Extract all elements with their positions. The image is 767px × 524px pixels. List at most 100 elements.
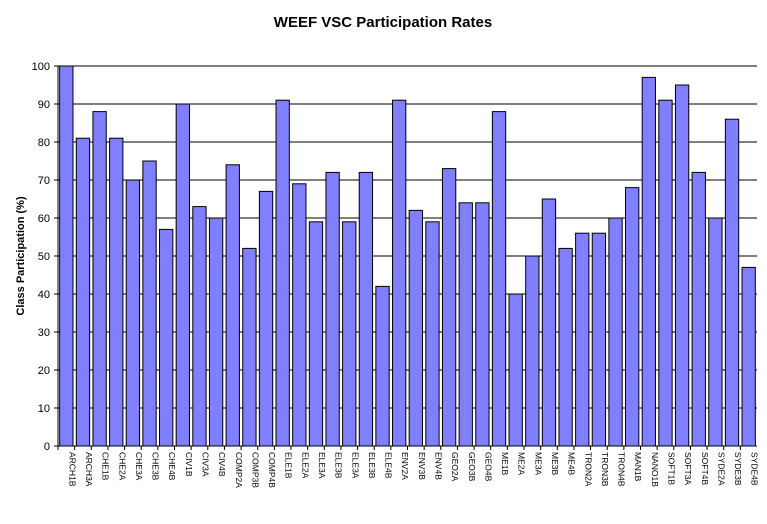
x-tick-label: ELE3A <box>350 452 360 479</box>
x-tick-label: TRON4B <box>617 452 627 487</box>
x-tick-label: ELE4B <box>384 452 394 479</box>
bar <box>508 293 523 447</box>
bar <box>558 247 573 447</box>
bar <box>441 168 457 447</box>
gridlines <box>58 65 757 447</box>
x-tick-label: SOFT1B <box>666 452 676 485</box>
x-tick-label: ELE2A <box>300 452 310 479</box>
x-tick-label: TRON2A <box>583 452 593 487</box>
x-tick-label: ENV3B <box>417 452 427 480</box>
y-axis-label: Class Participation (%) <box>15 196 27 316</box>
y-tick-label: 60 <box>38 213 50 225</box>
x-tick-label: CHE3A <box>134 452 144 481</box>
x-tick-label: CIV1B <box>184 452 194 477</box>
bar <box>308 221 324 447</box>
x-tick-label: CIV3A <box>200 452 210 477</box>
x-tick-label: COMP4B <box>267 452 277 488</box>
y-axis-ticks: 0 10 20 30 40 50 60 70 80 90 100 <box>32 61 58 453</box>
bar <box>525 255 540 447</box>
bar <box>425 221 440 447</box>
bar <box>691 171 706 447</box>
x-tick-label: COMP3B <box>250 452 260 488</box>
bar <box>92 111 107 447</box>
x-tick-label: ARCH3A <box>84 452 94 487</box>
bar <box>491 111 507 447</box>
x-tick-label: NANO1B <box>650 452 660 487</box>
x-tick-label: ELE3A <box>317 452 327 479</box>
bar <box>608 217 623 447</box>
y-tick-label: 100 <box>32 61 50 73</box>
x-tick-label: MAN1B <box>633 452 643 482</box>
bar <box>258 190 274 447</box>
x-tick-label: ELE1B <box>284 452 294 479</box>
x-tick-label: ME2A <box>517 452 527 475</box>
y-tick-label: 80 <box>38 137 50 149</box>
x-tick-label: ARCH1B <box>67 452 77 487</box>
x-tick-label: CHE4B <box>167 452 177 481</box>
bar <box>458 202 473 447</box>
bar <box>292 183 307 447</box>
y-tick-label: 0 <box>44 441 50 453</box>
bar <box>641 76 656 447</box>
bar <box>408 209 423 447</box>
bar <box>192 206 207 447</box>
x-tick-label: GEO2A <box>450 452 460 482</box>
bar <box>658 99 673 447</box>
x-tick-label: ME3B <box>550 452 560 475</box>
bar <box>125 179 141 447</box>
bar <box>392 99 407 447</box>
x-axis-labels: ARCH1B ARCH3A CHE1B CHE2A CHE3A CHE3B CHE4B CIV… <box>57 446 760 488</box>
x-tick-label: ENV4B <box>433 452 443 480</box>
bar <box>208 217 224 447</box>
bar <box>242 247 257 447</box>
x-tick-label: ELE3B <box>334 452 344 479</box>
x-tick-label: CHE1B <box>101 452 111 481</box>
bar <box>575 232 590 447</box>
bar <box>225 164 240 447</box>
x-tick-label: GEO4B <box>483 452 493 482</box>
x-tick-label: SOFT3A <box>683 452 693 485</box>
bar <box>741 266 756 447</box>
y-tick-label: 10 <box>38 403 50 415</box>
y-tick-label: 40 <box>38 289 50 301</box>
x-tick-label: ME1B <box>500 452 510 475</box>
bar <box>475 202 490 447</box>
y-tick-label: 30 <box>38 327 50 339</box>
x-tick-label: CHE2A <box>117 452 127 481</box>
y-tick-label: 90 <box>38 99 50 111</box>
bar <box>59 65 74 447</box>
x-tick-label: ELE3B <box>367 452 377 479</box>
x-tick-label: ME4B <box>567 452 577 475</box>
bar <box>674 84 690 447</box>
bar <box>375 285 390 447</box>
y-tick-label: 20 <box>38 365 50 377</box>
bar <box>75 137 91 447</box>
x-tick-label: SYDE3B <box>733 452 743 486</box>
bar <box>358 171 374 447</box>
bar <box>625 187 640 447</box>
x-tick-label: CIV4B <box>217 452 227 477</box>
bar <box>541 198 557 447</box>
bar <box>142 160 157 447</box>
bar <box>159 228 174 447</box>
bar <box>275 99 290 447</box>
bar <box>591 232 607 447</box>
bar <box>325 171 340 447</box>
bar <box>724 118 740 447</box>
bars <box>59 65 756 447</box>
y-tick-label: 50 <box>38 251 50 263</box>
x-tick-label: SYDE2A <box>716 452 726 486</box>
x-tick-label: CHE3B <box>151 452 161 481</box>
x-tick-label: ENV2A <box>400 452 410 480</box>
x-tick-label: TRON3B <box>600 452 610 487</box>
bar <box>708 217 723 447</box>
x-tick-label: GEO3B <box>467 452 477 482</box>
x-tick-label: ME3A <box>533 452 543 475</box>
x-tick-label: COMP2A <box>234 452 244 488</box>
x-tick-label: SOFT4B <box>700 452 710 485</box>
bar <box>175 103 190 447</box>
chart-title: WEEF VSC Participation Rates <box>274 14 492 31</box>
x-tick-label: SYDE4B <box>750 452 760 486</box>
bar <box>342 221 357 447</box>
